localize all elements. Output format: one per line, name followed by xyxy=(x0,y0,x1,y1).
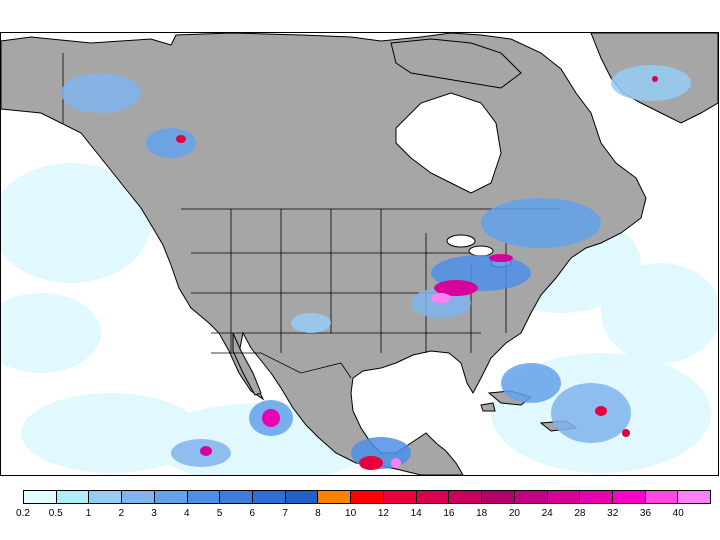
colorbar-label: 24 xyxy=(541,508,553,519)
colorbar-label: 7 xyxy=(282,508,288,519)
colorbar-label: 0.2 xyxy=(16,508,30,519)
colorbar-label: 4 xyxy=(184,508,190,519)
colorbar-swatch xyxy=(24,491,57,503)
colorbar-swatch xyxy=(383,491,417,503)
colorbar-label: 40 xyxy=(672,508,684,519)
colorbar-swatch xyxy=(547,491,581,503)
colorbar-label: 36 xyxy=(639,508,652,519)
colorbar-swatch xyxy=(514,491,548,503)
colorbar-swatch xyxy=(220,491,254,503)
colorbar-swatch xyxy=(154,491,188,503)
colorbar-swatch xyxy=(285,491,319,503)
colorbar-swatch xyxy=(318,491,352,503)
colorbar-label: 32 xyxy=(607,508,619,519)
colorbar-label: 6 xyxy=(249,508,256,519)
colorbar-swatch xyxy=(645,491,679,503)
colorbar-label: 20 xyxy=(508,508,520,519)
colorbar-label: 14 xyxy=(410,508,422,519)
colorbar-swatch xyxy=(187,491,221,503)
colorbar-labels: 0.2 0.5 1 2 3 4 5 6 7 8 10 12 14 16 18 20 24 28 32 36 40 xyxy=(16,508,711,522)
colorbar-label: 0.5 xyxy=(48,508,63,519)
colorbar-label: 1 xyxy=(85,508,92,519)
colorbar-swatch xyxy=(482,491,515,503)
colorbar-swatch xyxy=(351,491,384,503)
colorbar-label: 28 xyxy=(574,508,586,519)
colorbar-swatch xyxy=(678,491,711,503)
colorbar-label: 5 xyxy=(216,508,223,519)
colorbar-label: 10 xyxy=(345,508,357,519)
colorbar-swatch xyxy=(612,491,646,503)
colorbar-swatch xyxy=(122,491,155,503)
colorbar-label: 3 xyxy=(151,508,157,519)
precipitation-colorbar xyxy=(23,490,711,504)
colorbar-swatch xyxy=(89,491,123,503)
colorbar-label: 8 xyxy=(315,508,321,519)
precipitation-map xyxy=(0,32,719,476)
colorbar-swatch xyxy=(580,491,613,503)
colorbar-label: 18 xyxy=(476,508,488,519)
colorbar-swatch xyxy=(449,491,483,503)
colorbar-swatch xyxy=(56,491,90,503)
precipitation-heavy xyxy=(176,76,658,470)
colorbar-label: 16 xyxy=(443,508,455,519)
colorbar-label: 12 xyxy=(377,508,389,519)
colorbar-label: 2 xyxy=(118,508,125,519)
colorbar-swatch xyxy=(416,491,450,503)
colorbar-swatch xyxy=(253,491,286,503)
